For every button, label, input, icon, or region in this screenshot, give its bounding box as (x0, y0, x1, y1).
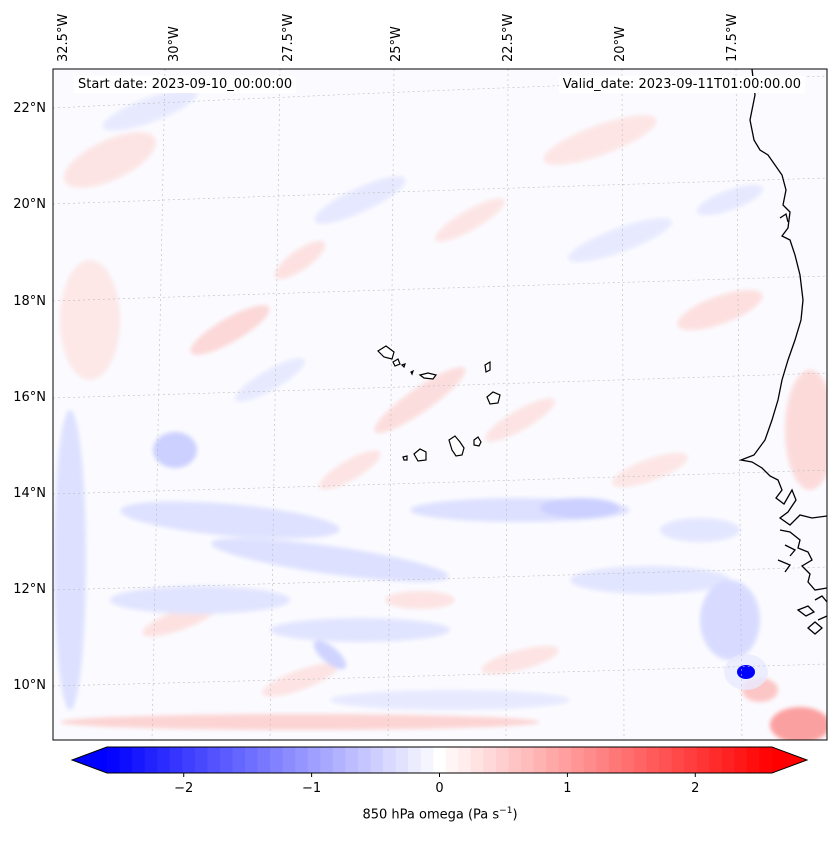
colorbar-cell (320, 747, 334, 773)
colorbar-cell (433, 747, 447, 773)
colorbar-cell (107, 747, 121, 773)
colorbar-cell (370, 747, 384, 773)
colorbar-cell (596, 747, 610, 773)
colorbar-cell (420, 747, 434, 773)
colorbar-cell (721, 747, 735, 773)
lon-label-32-5w: 32.5°W (56, 14, 71, 62)
colorbar-cell (219, 747, 234, 773)
colorbar-cell (696, 747, 710, 773)
colorbar-title-text: 850 hPa omega (Pa s (362, 807, 500, 823)
colorbar-cell (332, 747, 346, 773)
colorbar-cell (257, 747, 271, 773)
colorbar-cell (608, 747, 623, 773)
colorbar-cell (383, 747, 397, 773)
lat-label-16n: 16°N (13, 390, 46, 405)
colorbar-cell (734, 747, 748, 773)
colorbar-outline (70, 746, 809, 774)
colorbar-cell (132, 747, 146, 773)
map-frame (52, 68, 828, 741)
lon-labels: 32.5°W 30°W 27.5°W 25°W 22.5°W 20°W 17.5… (56, 14, 740, 62)
coastline (738, 69, 827, 635)
colorbar-cell (445, 747, 459, 773)
colorbar-cell (245, 747, 259, 773)
colorbar-title-exponent: −1 (499, 806, 513, 816)
lat-label-12n: 12°N (13, 582, 46, 597)
colorbar-title: 850 hPa omega (Pa s−1) (0, 806, 837, 822)
colorbar-cell (307, 747, 321, 773)
colorbar-cell (194, 747, 208, 773)
colorbar-cell (395, 747, 409, 773)
colorbar-ticks: −2 −1 0 1 2 (174, 773, 699, 796)
lat-label-14n: 14°N (13, 486, 46, 501)
colorbar-cell (621, 747, 635, 773)
start-date-label: Start date: 2023-09-10_00:00:00 (74, 76, 297, 93)
colorbar-cell (157, 747, 171, 773)
colorbar-cell (357, 747, 372, 773)
colorbar-cell (232, 747, 246, 773)
colorbar-cell (558, 747, 572, 773)
colorbar-cell (746, 747, 761, 773)
colorbar-cell (571, 747, 585, 773)
colorbar-cell (583, 747, 597, 773)
colorbar-cell (759, 747, 773, 773)
lon-label-22-5w: 22.5°W (501, 14, 516, 62)
colorbar-cell (345, 747, 359, 773)
colorbar-cell (207, 747, 221, 773)
colorbar-cells (107, 747, 773, 773)
strong-ascent-cell (737, 665, 755, 679)
colorbar-cell (169, 747, 183, 773)
lat-label-10n: 10°N (13, 678, 46, 693)
colorbar-cell (659, 747, 673, 773)
colorbar-cell (408, 747, 422, 773)
colorbar-cell (483, 747, 497, 773)
lon-label-30w: 30°W (167, 26, 182, 62)
colorbar-cell (119, 747, 133, 773)
colorbar-cell (282, 747, 296, 773)
graticule (53, 69, 827, 740)
colorbar-cell (508, 747, 522, 773)
colorbar-title-close: ) (512, 807, 518, 823)
omega-field (53, 69, 827, 740)
cape-verde-islands (377, 345, 501, 462)
lon-label-25w: 25°W (389, 26, 404, 62)
colorbar-extend-max (772, 747, 807, 773)
colorbar-cell (684, 747, 698, 773)
colorbar-cell (633, 747, 648, 773)
colorbar-cell (182, 747, 196, 773)
lon-label-20w: 20°W (613, 26, 628, 62)
colorbar-cell (521, 747, 535, 773)
lat-label-20n: 20°N (13, 197, 46, 212)
valid-date-label: Valid_date: 2023-09-11T01:00:00.00 (558, 76, 805, 93)
colorbar-cell (709, 747, 723, 773)
colorbar-cell (270, 747, 284, 773)
colorbar-cell (495, 747, 510, 773)
lat-label-18n: 18°N (13, 294, 46, 309)
lat-label-22n: 22°N (13, 101, 46, 116)
colorbar-cell (144, 747, 158, 773)
colorbar-cell (295, 747, 309, 773)
colorbar-extend-min (72, 747, 107, 773)
colorbar-cell (646, 747, 660, 773)
colorbar-tick-label: −1 (302, 781, 321, 796)
colorbar-tick-label: −2 (174, 781, 193, 796)
colorbar: −2 −1 0 1 2 (70, 746, 809, 796)
colorbar-tick-label: 0 (435, 781, 443, 796)
colorbar-cell (533, 747, 547, 773)
colorbar-cell (470, 747, 485, 773)
lon-label-17-5w: 17.5°W (725, 14, 740, 62)
lon-label-27-5w: 27.5°W (281, 14, 296, 62)
colorbar-tick-label: 2 (691, 781, 699, 796)
colorbar-tick-label: 1 (563, 781, 571, 796)
colorbar-cell (671, 747, 685, 773)
lat-labels: 22°N 20°N 18°N 16°N 14°N 12°N 10°N (13, 101, 46, 693)
colorbar-cell (546, 747, 560, 773)
colorbar-cell (458, 747, 472, 773)
